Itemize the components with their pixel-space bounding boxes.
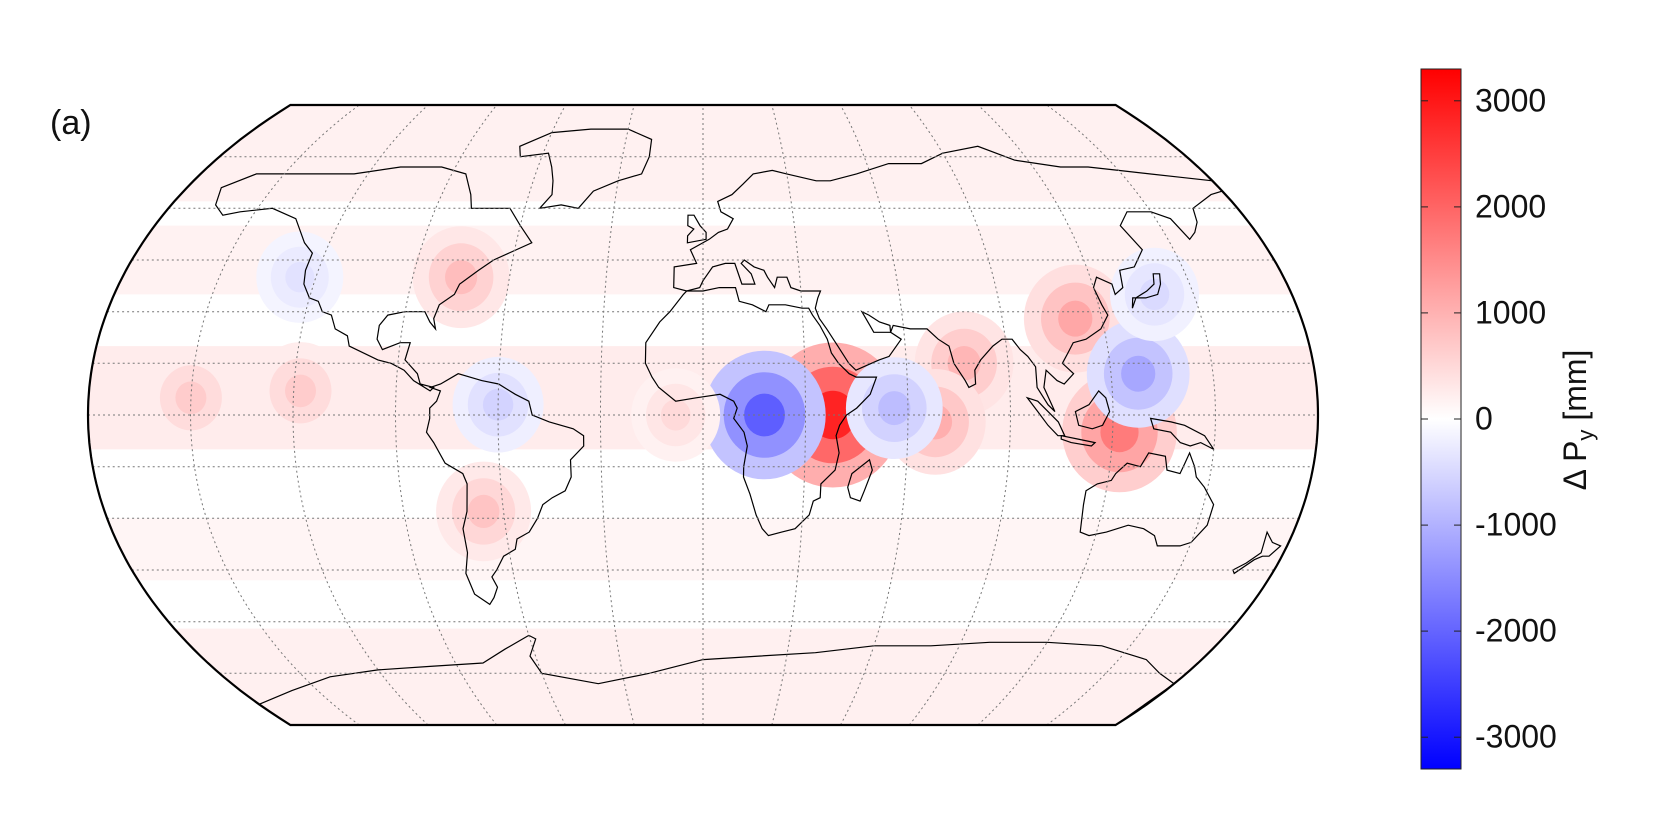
graticule: [88, 105, 1318, 725]
japan-coastline: [1131, 273, 1162, 309]
new-zealand-coastline: [1232, 530, 1282, 575]
map-outline: [86, 103, 1320, 727]
colorbar-tick-label: 3000: [1475, 82, 1547, 119]
australia-coastline: [1079, 451, 1215, 547]
new-guinea-coastline: [1149, 417, 1215, 450]
indonesia-java-coastline: [1060, 434, 1097, 447]
colorbar: [1420, 68, 1462, 770]
colorbar-title: Δ Py [mm]: [1557, 350, 1599, 491]
colorbar-tick-label: 2000: [1475, 188, 1547, 225]
graticule-meridian: [497, 105, 566, 725]
philippine-sea-negative: [1121, 355, 1156, 392]
colorbar-title-unit: [mm]: [1556, 349, 1593, 421]
colorbar-tick-label: -3000: [1475, 718, 1557, 755]
graticule-meridian: [840, 105, 909, 725]
indian-ocean-negative: [878, 391, 911, 426]
graticule-meridian: [600, 105, 635, 725]
indonesia-borneo-coastline: [1074, 389, 1111, 430]
zonal-band: [174, 628, 1232, 725]
arabia-gulf-coastline: [860, 310, 892, 333]
panel-label: (a): [50, 104, 92, 142]
graticule-meridian: [1046, 105, 1217, 725]
madagascar-coastline: [847, 458, 873, 502]
africa-coastline: [644, 287, 878, 537]
graticule-meridian: [771, 105, 806, 725]
greenland-coastline: [519, 128, 653, 210]
north-pacific-negative: [285, 262, 315, 293]
eastern-pacific-positive: [175, 381, 207, 415]
south-china-positive: [1058, 300, 1093, 337]
colorbar-ticks: [1421, 100, 1461, 738]
colorbar-title-symbol: Δ P: [1556, 440, 1593, 491]
colorbar-tick-label: 1000: [1475, 294, 1547, 331]
coastlines: [214, 128, 1282, 725]
graticule-meridian: [394, 105, 498, 725]
colorbar-tick-label: 0: [1475, 400, 1493, 437]
atlantic-positive: [660, 399, 691, 431]
graticule-meridian: [189, 105, 360, 725]
south-america-positive: [467, 494, 500, 528]
uk-coastline: [686, 214, 707, 244]
eurasia-coastline: [673, 145, 1224, 413]
anomaly-field: [144, 226, 1199, 562]
colorbar-tick-label: -1000: [1475, 506, 1557, 543]
japan-negative: [1139, 278, 1170, 310]
graticule-meridian: [908, 105, 1012, 725]
colorbar-title-subscript: y: [1573, 429, 1599, 441]
colorbar-tick-label: -2000: [1475, 612, 1557, 649]
central-pacific-positive: [285, 374, 316, 408]
north-america-positive: [445, 260, 478, 295]
